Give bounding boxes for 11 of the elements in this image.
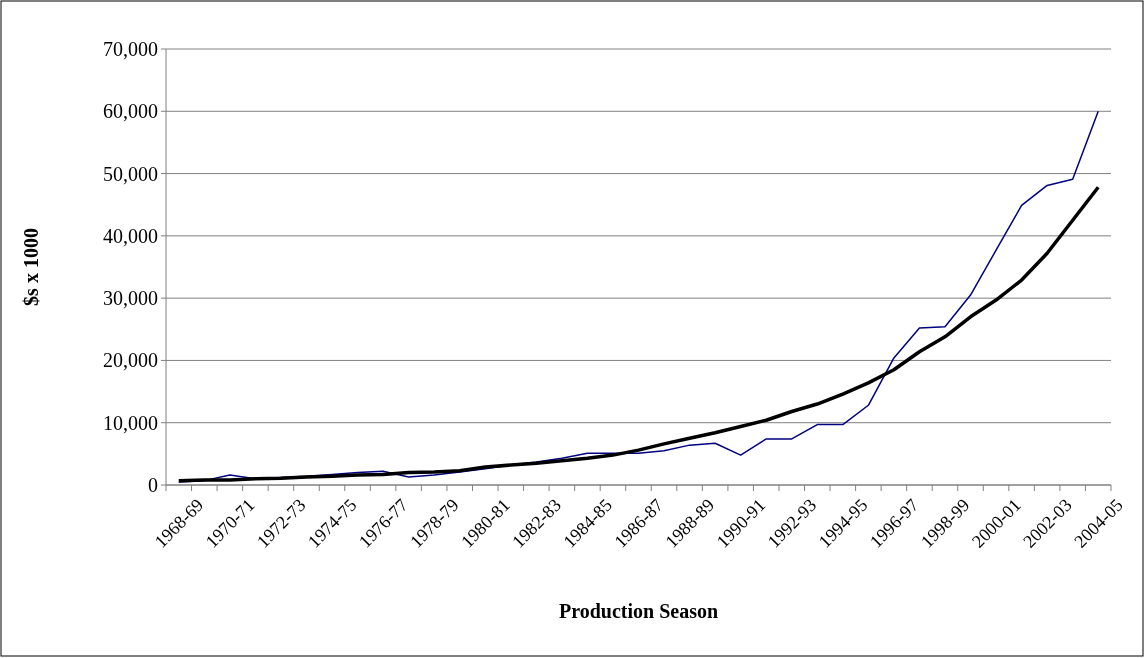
y-tick-label: 30,000 [103,287,158,310]
x-axis-title: Production Season [558,600,719,622]
y-tick-label: 20,000 [103,349,158,372]
y-tick-label: 50,000 [103,162,158,185]
y-tick-label: 60,000 [103,100,158,123]
y-tick-label: 0 [148,474,158,496]
y-tick-label: 10,000 [103,411,158,434]
y-tick-label: 40,000 [103,224,158,247]
y-tick-label: 70,000 [103,38,158,60]
y-axis-title: $s x 1000 [20,228,42,306]
line-series [177,185,1100,483]
